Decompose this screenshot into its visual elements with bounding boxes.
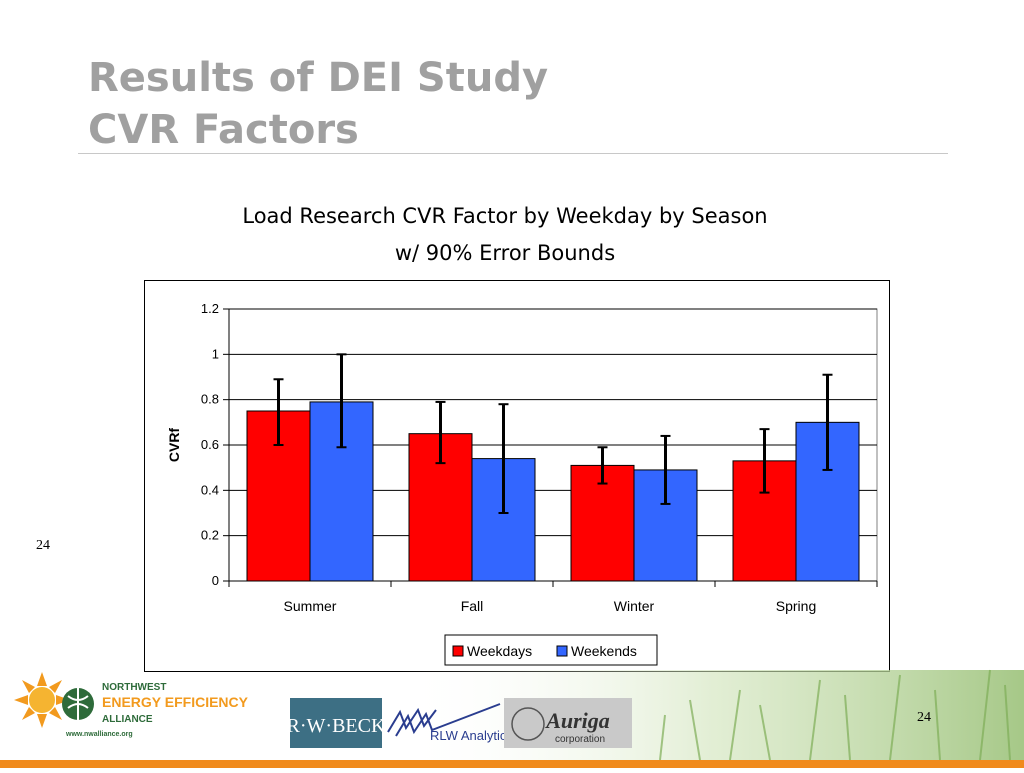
y-tick-label: 0.8 — [201, 392, 219, 407]
chart-frame: 0 0.2 0.4 0.6 0.8 1 1.2 CVRf Summer Fall Winter Spr… — [144, 280, 890, 672]
neea-name-line2: ENERGY EFFICIENCY — [102, 694, 249, 710]
grass-blades — [659, 669, 1011, 761]
title-divider — [78, 153, 948, 154]
rwbeck-logo-icon — [290, 698, 382, 748]
chart-subtitle: w/ 90% Error Bounds — [394, 241, 616, 265]
bar-weekdays — [570, 464, 635, 582]
bar-chart: 0 0.2 0.4 0.6 0.8 1 1.2 CVRf Summer Fall Winter Spr… — [166, 301, 878, 666]
neea-name-line3: ALLIANCE — [102, 714, 153, 725]
neea-name-line1: NORTHWEST — [102, 682, 166, 693]
y-tick-label: 1.2 — [201, 301, 219, 316]
neea-url: www.nwalliance.org — [65, 731, 133, 738]
legend-label-weekdays: Weekdays — [467, 643, 532, 659]
y-axis-label: CVRf — [166, 428, 182, 463]
legend-swatch-weekdays — [452, 645, 464, 657]
x-tick-label: Winter — [614, 598, 655, 614]
rlw-logo-text: RLW Analytics — [430, 728, 513, 743]
rwbeck-logo-text: R·W·BECK — [287, 715, 386, 737]
auriga-logo-subtext: corporation — [555, 734, 605, 745]
slide-title-line1: Results of DEI Study — [88, 55, 549, 101]
neea-logo-icon — [14, 672, 94, 728]
slide-title-line2: CVR Factors — [88, 107, 359, 153]
legend-swatch-weekends — [556, 645, 568, 657]
x-tick-label: Fall — [461, 598, 484, 614]
y-tick-label: 0.4 — [201, 482, 219, 497]
footer-graphics: NORTHWEST ENERGY EFFICIENCY ALLIANCE www… — [14, 669, 1024, 761]
x-tick-label: Summer — [284, 598, 337, 614]
slide-number-left: 24 — [36, 538, 50, 553]
slide-title: Results of DEI Study CVR Factors — [88, 52, 548, 156]
footer-accent-bar — [0, 760, 1024, 768]
y-tick-label: 1 — [212, 346, 219, 361]
auriga-logo-text: Auriga — [544, 708, 610, 733]
y-tick-label: 0.2 — [201, 528, 219, 543]
y-tick-label: 0.6 — [201, 437, 219, 452]
slide-number-right: 24 — [917, 710, 931, 725]
x-tick-label: Spring — [776, 598, 816, 614]
footer: NORTHWEST ENERGY EFFICIENCY ALLIANCE www… — [0, 660, 1024, 768]
legend-label-weekends: Weekends — [571, 643, 637, 659]
y-tick-label: 0 — [212, 573, 219, 588]
chart-title: Load Research CVR Factor by Weekday by S… — [242, 204, 768, 228]
rlw-logo-icon — [387, 703, 501, 737]
bar-weekends — [633, 469, 698, 582]
legend — [444, 634, 658, 666]
